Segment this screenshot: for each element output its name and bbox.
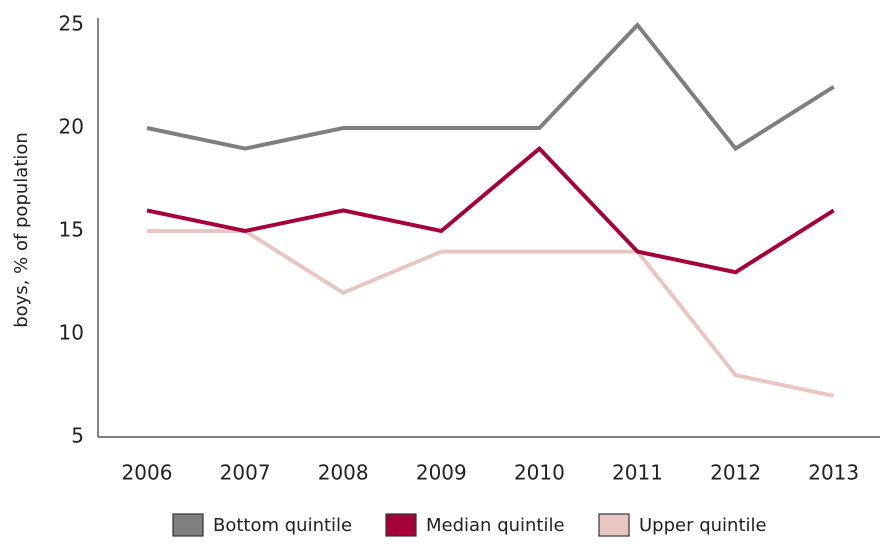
- x-tick-label: 2013: [808, 461, 859, 485]
- x-tick-label: 2011: [612, 461, 663, 485]
- legend-label: Upper quintile: [639, 515, 767, 536]
- x-tick-label: 2012: [710, 461, 761, 485]
- y-tick-label: 10: [59, 321, 84, 345]
- x-tick-label: 2007: [220, 461, 271, 485]
- y-tick-label: 15: [59, 218, 84, 242]
- legend-label: Median quintile: [426, 515, 565, 536]
- y-tick-label: 25: [59, 12, 84, 36]
- series-line: [146, 145, 835, 275]
- x-tick-label: 2010: [514, 461, 565, 485]
- x-tick-label: 2006: [122, 461, 173, 485]
- x-tick-label: 2008: [318, 461, 369, 485]
- series-line: [147, 229, 835, 398]
- legend-swatch: [172, 513, 204, 537]
- y-axis-label: boys, % of population: [11, 132, 32, 328]
- legend-swatch: [598, 513, 630, 537]
- y-tick-label: 5: [71, 424, 84, 448]
- legend-swatch: [385, 513, 417, 537]
- x-tick-label: 2009: [416, 461, 467, 485]
- y-tick-label: 20: [59, 115, 84, 139]
- series-line: [146, 21, 835, 152]
- legend-label: Bottom quintile: [213, 515, 352, 536]
